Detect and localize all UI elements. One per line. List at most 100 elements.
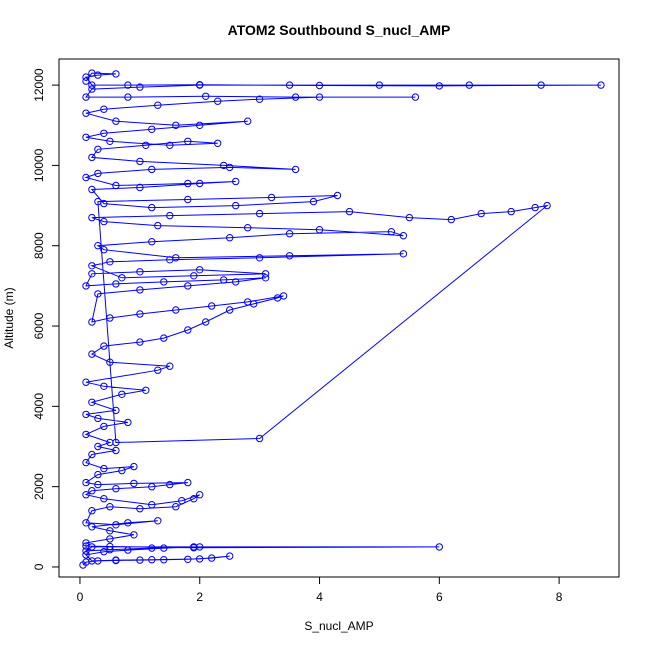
data-point — [531, 203, 539, 212]
y-axis-label: Altitude (m) — [2, 287, 16, 348]
x-tick-label: 4 — [316, 590, 323, 604]
data-point — [160, 544, 168, 552]
data-point — [244, 298, 252, 306]
data-point — [106, 314, 114, 322]
data-point — [112, 117, 120, 125]
data-point — [208, 554, 216, 562]
data-point — [88, 557, 96, 565]
data-point — [106, 546, 114, 554]
data-point — [82, 458, 90, 467]
data-point — [124, 93, 132, 101]
data-point — [94, 414, 102, 423]
data-point — [172, 254, 180, 262]
data-point — [88, 262, 96, 270]
data-point — [130, 531, 138, 539]
y-tick-label: 2000 — [32, 473, 46, 500]
data-point — [94, 470, 102, 479]
data-point — [309, 197, 318, 206]
data-point — [88, 523, 96, 531]
data-point — [82, 519, 90, 527]
data-point — [226, 552, 234, 560]
data-point — [543, 201, 551, 210]
data-point — [118, 466, 126, 475]
data-point — [220, 276, 228, 284]
data-point — [82, 539, 90, 547]
data-point — [136, 338, 144, 346]
data-point — [184, 195, 192, 204]
data-point — [196, 179, 204, 188]
data-point — [184, 137, 192, 146]
series-line — [82, 72, 602, 566]
data-point — [244, 117, 252, 125]
data-point — [148, 544, 156, 552]
data-point — [214, 97, 222, 105]
data-point — [291, 165, 300, 174]
data-point — [166, 362, 174, 370]
data-point — [136, 83, 144, 91]
data-point — [82, 491, 90, 499]
data-point — [208, 302, 216, 310]
data-point — [136, 505, 144, 513]
data-point — [160, 278, 168, 286]
data-point — [112, 521, 120, 529]
data-point — [94, 242, 102, 250]
data-point — [214, 139, 222, 148]
data-point — [112, 556, 120, 564]
data-point — [136, 268, 144, 276]
data-point — [100, 199, 108, 208]
y-tick-label: 6000 — [32, 312, 46, 339]
data-point — [94, 169, 102, 178]
data-point — [94, 145, 102, 154]
data-point — [136, 286, 144, 294]
data-point — [106, 258, 114, 266]
data-point — [112, 446, 120, 455]
data-point — [148, 501, 156, 509]
data-point — [154, 366, 162, 374]
data-point — [82, 410, 90, 419]
data-point — [255, 209, 264, 218]
data-point — [88, 69, 96, 77]
data-point — [88, 318, 96, 326]
data-point — [124, 546, 132, 554]
data-point — [94, 290, 102, 298]
data-point — [82, 478, 90, 487]
y-axis: 0 2000 4000 6000 8000 10000 12000 — [32, 68, 60, 570]
data-point — [154, 101, 162, 109]
data-point — [255, 95, 264, 103]
data-point — [220, 161, 228, 170]
data-point — [88, 350, 96, 358]
data-point — [160, 556, 168, 564]
data-point — [196, 266, 204, 274]
data-point — [166, 480, 174, 489]
y-tick-label: 0 — [32, 563, 46, 570]
data-point — [148, 203, 156, 212]
data-point — [88, 487, 96, 495]
data-point — [88, 85, 96, 93]
data-point — [82, 133, 90, 142]
data-point — [94, 480, 102, 489]
data-point — [154, 221, 162, 230]
data-point — [124, 519, 132, 527]
data-point — [148, 125, 156, 134]
data-point — [244, 224, 252, 232]
data-point — [118, 274, 126, 282]
data-point — [202, 318, 210, 326]
x-tick-label: 8 — [556, 590, 563, 604]
data-point — [477, 209, 485, 218]
data-point — [106, 527, 114, 535]
data-point — [465, 81, 473, 89]
data-point — [88, 81, 96, 89]
data-point — [106, 503, 114, 511]
data-point — [435, 82, 443, 90]
data-point — [136, 556, 144, 564]
data-point — [196, 81, 204, 89]
data-point — [106, 137, 114, 146]
data-point — [184, 478, 192, 487]
data-point — [285, 252, 294, 260]
data-point — [507, 207, 515, 216]
data-point — [82, 378, 90, 386]
data-point — [345, 207, 354, 216]
data-point — [82, 173, 90, 182]
data-point — [88, 507, 96, 515]
data-point — [255, 434, 264, 443]
